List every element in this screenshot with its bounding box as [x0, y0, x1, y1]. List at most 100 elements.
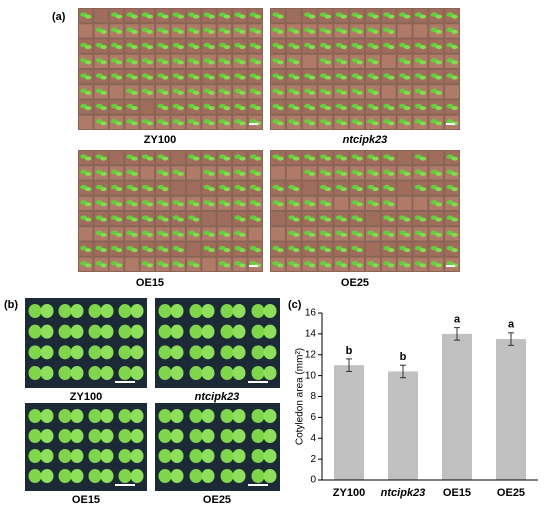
seedling — [85, 187, 92, 192]
seedling — [208, 202, 215, 207]
seedling — [340, 263, 347, 268]
seedling — [131, 121, 138, 126]
cotyledon — [251, 449, 265, 463]
seedling — [177, 121, 184, 126]
cotyledon — [130, 449, 144, 463]
seedling — [308, 202, 316, 207]
x-tick-label: OE25 — [497, 487, 525, 499]
seedling — [239, 263, 246, 268]
cotyledon — [130, 409, 144, 423]
seedling — [388, 29, 395, 34]
cotyledon — [158, 469, 172, 483]
cotyledon — [158, 304, 172, 318]
seedling — [356, 75, 363, 80]
cotyledon — [170, 429, 184, 443]
cotyledon — [88, 429, 102, 443]
cotyledon — [130, 469, 144, 483]
seedling — [451, 202, 458, 207]
cotyledon — [263, 345, 277, 360]
seedling — [239, 156, 246, 161]
cotyledon — [201, 324, 215, 339]
seedling — [85, 45, 92, 50]
seedling — [419, 14, 427, 19]
seedling — [192, 45, 200, 50]
cotyledon — [88, 324, 102, 339]
cotyledon — [251, 429, 265, 443]
cotyledon — [170, 409, 184, 423]
seedling — [372, 263, 379, 268]
seedling — [223, 248, 231, 253]
x-tick-label: ZY100 — [333, 487, 365, 499]
cotyledon — [118, 449, 132, 463]
significance-letter: b — [400, 351, 407, 363]
seedling — [85, 202, 92, 207]
y-tick-label: 0 — [310, 475, 316, 486]
seedling — [308, 106, 316, 111]
seedling — [403, 45, 411, 50]
seedling — [208, 171, 215, 176]
seedling — [177, 29, 184, 34]
cotyledon — [220, 449, 234, 463]
seedling — [85, 14, 92, 19]
cotyledon — [58, 429, 72, 443]
cell — [429, 151, 444, 165]
cotyledon — [220, 366, 234, 380]
seedling — [308, 45, 316, 50]
cotyledon — [170, 304, 184, 318]
cell — [271, 166, 285, 180]
seedling — [419, 187, 427, 192]
x-tick-label: OE15 — [443, 487, 471, 499]
cotyledon-photo — [25, 403, 147, 491]
seedling — [277, 156, 284, 161]
cotyledon — [100, 345, 114, 360]
seedling — [223, 45, 231, 50]
error-bar — [400, 364, 406, 379]
cotyledon — [251, 409, 265, 423]
seedling — [293, 187, 300, 192]
seedling — [239, 187, 246, 192]
seedling — [324, 217, 332, 222]
seedling — [131, 14, 138, 19]
caption: ZY100 — [70, 391, 102, 403]
cell — [125, 257, 139, 271]
seedling — [435, 45, 442, 50]
seedling — [403, 171, 411, 176]
seedling — [403, 75, 411, 80]
seedling — [340, 171, 347, 176]
cotyledon — [232, 345, 246, 360]
seedling — [223, 14, 231, 19]
seedling — [324, 121, 332, 126]
cotyledon — [28, 409, 42, 423]
seedling — [131, 232, 138, 237]
seedling — [308, 171, 316, 176]
seedling — [435, 121, 442, 126]
seedling — [239, 202, 246, 207]
seedling — [146, 60, 154, 65]
seedling — [324, 14, 332, 19]
seedling — [277, 202, 284, 207]
seedling — [177, 14, 184, 19]
cotyledon — [189, 324, 203, 339]
seedling — [308, 248, 316, 253]
seedling — [100, 217, 107, 222]
seedling — [324, 248, 332, 253]
cell — [248, 227, 262, 241]
cotyledon — [263, 449, 277, 463]
cotyledon — [40, 449, 54, 463]
seedling — [293, 248, 300, 253]
seedling — [277, 187, 284, 192]
seedling — [254, 106, 261, 111]
cell — [302, 54, 317, 68]
seedling — [131, 217, 138, 222]
seedling — [162, 263, 169, 268]
cotyledon — [118, 324, 132, 339]
seedling — [324, 263, 332, 268]
cell — [186, 181, 201, 195]
caption: ntcipk23 — [343, 134, 388, 146]
cotyledon — [58, 304, 72, 318]
seedling — [177, 202, 184, 207]
seedling — [239, 90, 246, 95]
seedling — [308, 90, 316, 95]
cell — [109, 151, 124, 165]
seedling — [277, 75, 284, 80]
